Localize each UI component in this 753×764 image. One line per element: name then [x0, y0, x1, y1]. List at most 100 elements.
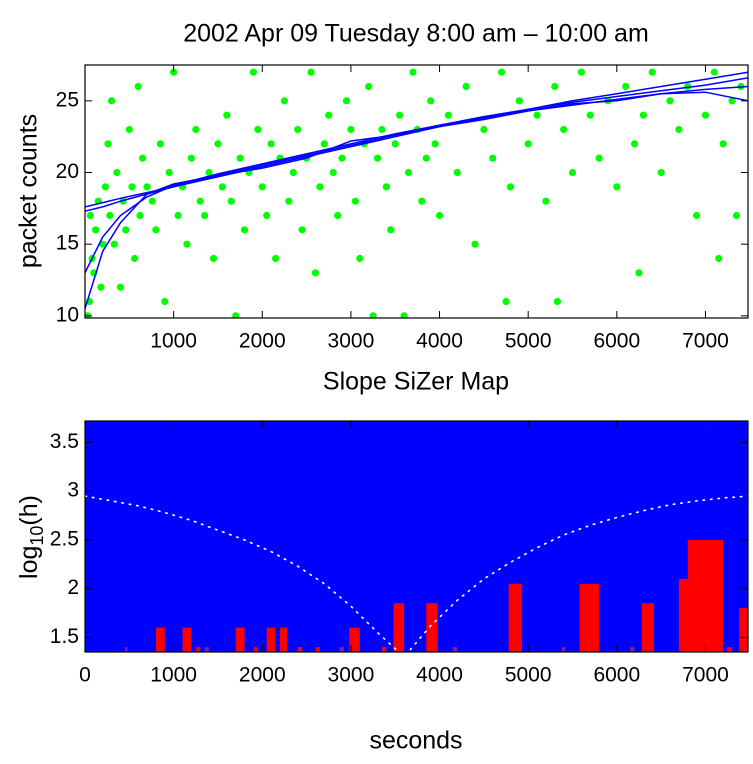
y-axis-label: log10(h) — [15, 495, 47, 579]
data-point — [551, 82, 559, 91]
data-point — [710, 68, 718, 76]
x-tick-label: 0 — [79, 664, 91, 687]
data-point — [316, 183, 324, 191]
map-region — [253, 647, 258, 652]
data-point — [320, 140, 328, 148]
data-point — [524, 140, 532, 148]
data-point — [218, 183, 226, 191]
data-point — [400, 312, 408, 318]
data-point — [101, 183, 109, 191]
data-point — [613, 183, 621, 191]
data-point — [294, 125, 302, 134]
map-region — [155, 627, 165, 652]
y-tick-label: 15 — [56, 232, 79, 255]
data-point — [205, 168, 213, 177]
data-point — [342, 97, 351, 105]
x-tick-label: 5000 — [505, 330, 552, 353]
data-point — [586, 111, 594, 119]
data-point — [131, 254, 139, 263]
data-point — [161, 297, 169, 306]
data-point — [236, 154, 244, 162]
x-tick-label: 1000 — [150, 664, 197, 687]
x-tick-label: 7000 — [682, 330, 729, 353]
map-region — [579, 583, 600, 652]
data-point — [506, 183, 515, 191]
data-point — [515, 97, 523, 105]
data-point — [533, 111, 541, 119]
map-region — [195, 647, 201, 652]
x-tick-label: 4000 — [416, 664, 463, 687]
map-region — [339, 647, 344, 652]
map-region — [678, 578, 688, 652]
data-point — [86, 211, 94, 220]
data-point — [409, 68, 417, 76]
label-part: (h) — [15, 495, 43, 526]
x-tick-label: 4000 — [416, 330, 463, 353]
smooth-line — [85, 91, 748, 309]
data-point — [387, 226, 395, 234]
data-point — [351, 197, 359, 205]
data-point — [165, 168, 173, 177]
map-region — [452, 647, 458, 652]
data-point — [289, 168, 297, 177]
data-point — [373, 154, 382, 162]
data-point — [280, 97, 289, 105]
y-axis-label: packet counts — [15, 114, 43, 268]
label-subscript: 10 — [27, 526, 47, 546]
data-point — [404, 168, 413, 177]
data-point — [568, 168, 577, 177]
data-point — [107, 97, 116, 105]
data-point — [338, 154, 346, 162]
map-region — [315, 647, 320, 652]
y-tick-label: 25 — [56, 88, 79, 111]
data-point — [715, 254, 723, 263]
x-tick-label: 6000 — [593, 330, 640, 353]
data-point — [453, 168, 461, 177]
data-point — [232, 312, 240, 318]
map-region — [266, 627, 276, 652]
data-point — [263, 211, 271, 220]
data-point — [560, 125, 568, 134]
map-region — [393, 603, 405, 652]
data-point — [106, 211, 114, 220]
map-region — [381, 647, 387, 652]
data-point — [254, 125, 262, 134]
axes-box — [84, 64, 749, 319]
data-point — [719, 140, 727, 148]
map-region — [726, 647, 733, 652]
data-point — [369, 312, 377, 318]
data-point — [214, 140, 222, 148]
data-point — [156, 140, 164, 148]
data-point — [471, 240, 479, 248]
data-point — [595, 154, 603, 162]
data-point — [701, 111, 710, 119]
data-point — [201, 211, 209, 220]
data-point — [422, 154, 430, 162]
data-point — [128, 183, 136, 191]
data-point — [692, 211, 701, 220]
y-tick-label: 3 — [67, 479, 79, 502]
data-point — [435, 211, 444, 220]
data-point — [240, 226, 249, 234]
data-point — [396, 111, 404, 119]
data-point — [104, 140, 112, 148]
data-point — [497, 68, 506, 76]
chart-title: 2002 Apr 09 Tuesday 8:00 am – 10:00 am — [183, 20, 649, 48]
map-region — [687, 539, 724, 652]
label-part: log — [15, 546, 43, 579]
map-region — [204, 647, 210, 652]
data-point — [382, 183, 390, 191]
data-point — [325, 111, 333, 119]
data-point — [347, 125, 355, 134]
data-point — [148, 197, 156, 205]
data-point — [666, 97, 674, 105]
data-point — [187, 154, 195, 162]
data-point — [285, 197, 293, 205]
map-region — [641, 603, 655, 652]
x-tick-label: 2000 — [239, 664, 286, 687]
data-point — [311, 269, 320, 277]
data-point — [136, 211, 144, 220]
data-point — [258, 183, 266, 191]
data-point — [125, 125, 133, 134]
